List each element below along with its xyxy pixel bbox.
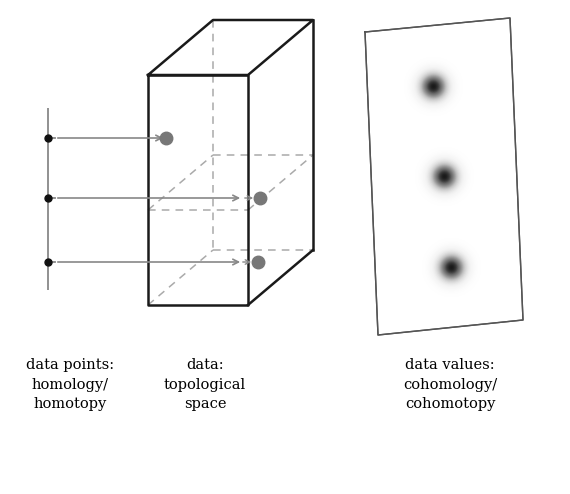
Text: data values:
cohomology/
cohomotopy: data values: cohomology/ cohomotopy	[403, 358, 497, 411]
Text: data points:
homology/
homotopy: data points: homology/ homotopy	[26, 358, 114, 411]
Text: data:
topological
space: data: topological space	[164, 358, 246, 411]
